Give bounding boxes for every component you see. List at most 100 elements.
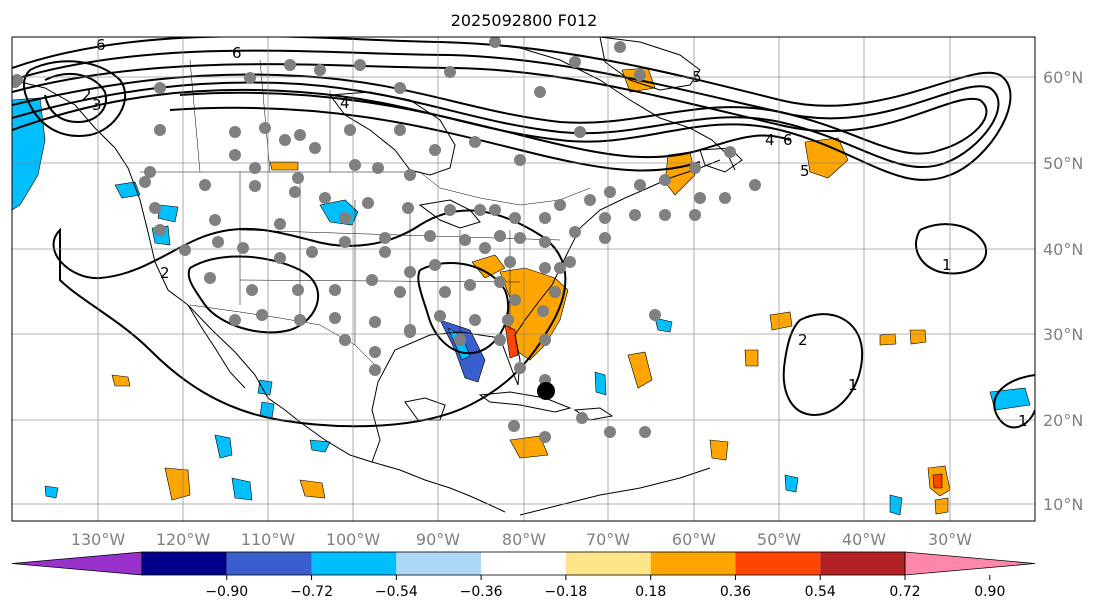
station-dot: [306, 246, 318, 258]
shade-orange-8: [769, 311, 793, 331]
station-dot: [724, 146, 736, 158]
station-dot: [689, 162, 701, 174]
station-dot: [249, 180, 261, 192]
shade-blue-16: [784, 474, 799, 493]
station-dot: [749, 179, 761, 191]
cuba: [478, 391, 572, 413]
shade-blue-18: [44, 485, 59, 499]
colorbar-tick-label: −0.54: [375, 584, 418, 600]
lat-label: 60°N: [1043, 68, 1083, 87]
lon-label: 90°W: [416, 530, 460, 549]
station-dot: [459, 234, 471, 246]
shade-orange-14: [164, 467, 191, 501]
station-dot: [366, 274, 378, 286]
west-low-1: [23, 60, 127, 137]
station-dot: [539, 262, 551, 274]
station-dot: [12, 74, 23, 86]
station-dot: [344, 124, 356, 136]
station-dot: [369, 346, 381, 358]
atlantic-loop-2: [915, 223, 988, 275]
station-dot: [404, 266, 416, 278]
station-dot: [584, 194, 596, 206]
contour-label: 1: [942, 256, 952, 274]
contour-label: 4: [765, 131, 775, 149]
station-dot: [212, 236, 224, 248]
colorbar-tick-label: −0.36: [460, 584, 503, 600]
map-frame: [11, 36, 1036, 522]
station-dot: [469, 136, 481, 148]
station-dot: [489, 37, 501, 48]
contour-label: 6: [96, 36, 106, 54]
station-dot: [229, 126, 241, 138]
longitude-labels: 130°W 120°W 110°W 100°W 90°W 80°W 70°W 6…: [71, 530, 972, 549]
lat-label: 30°N: [1043, 325, 1083, 344]
jet-contour-2: [12, 49, 1000, 169]
shade-red-2: [932, 473, 943, 489]
station-dot: [402, 202, 414, 214]
station-dot: [369, 316, 381, 328]
station-dot: [508, 420, 520, 432]
station-dot: [719, 192, 731, 204]
station-dot: [256, 309, 268, 321]
colorbar-tick-label: −0.72: [290, 584, 333, 600]
station-dot: [659, 209, 671, 221]
inner-contour: [187, 255, 319, 334]
station-dot: [604, 426, 616, 438]
shade-orange-6: [509, 435, 549, 459]
colorbar-segment: [650, 552, 736, 575]
colorbar-tick-label: 0.18: [635, 584, 666, 600]
station-dot: [539, 212, 551, 224]
station-dot: [489, 204, 501, 216]
station-dot: [554, 199, 566, 211]
shade-blue-17: [889, 494, 903, 516]
colorbar-tick-label: 0.72: [889, 584, 920, 600]
station-dot: [614, 41, 626, 53]
jet-contour-4: [179, 91, 791, 159]
station-dot: [237, 242, 249, 254]
station-dot: [319, 192, 331, 204]
storm-center-marker: [537, 382, 555, 400]
station-dot: [539, 334, 551, 346]
station-dot: [379, 232, 391, 244]
south-america: [519, 467, 711, 516]
station-dot: [599, 212, 611, 224]
station-dot: [289, 186, 301, 198]
station-dot: [509, 212, 521, 224]
station-dot: [339, 212, 351, 224]
us-canada-border: [140, 171, 591, 206]
colorbar-frame: [141, 551, 906, 576]
station-dot: [354, 59, 366, 71]
jet-contour-3: [12, 63, 988, 155]
colorbar-segment: [481, 552, 566, 575]
station-dot: [372, 162, 384, 174]
colorbar-segment: [142, 552, 227, 575]
colorbar-segment: [735, 552, 821, 575]
station-dot: [309, 142, 321, 154]
shaded-fields: [12, 67, 1031, 516]
shade-blue-6: [157, 204, 179, 223]
greenland: [599, 37, 701, 91]
station-dot: [394, 286, 406, 298]
lon-label: 130°W: [71, 530, 126, 549]
station-dot: [464, 279, 476, 291]
station-dot: [569, 226, 581, 238]
lat-label: 50°N: [1043, 154, 1083, 173]
station-dot: [534, 86, 546, 98]
station-dot: [514, 154, 526, 166]
station-dot: [144, 166, 156, 178]
station-dot: [574, 126, 586, 138]
station-dot: [279, 134, 291, 146]
station-dot: [209, 214, 221, 226]
colorbar-segment: [396, 552, 482, 575]
jet-contour-1: [12, 37, 1012, 181]
station-dot: [694, 192, 706, 204]
lon-label: 70°W: [586, 530, 630, 549]
lon-label: 60°W: [672, 530, 716, 549]
station-dot: [474, 204, 486, 216]
contour-label: 3: [92, 96, 102, 114]
station-dot: [469, 314, 481, 326]
station-dot: [502, 314, 514, 326]
colorbar-extend-high: [904, 551, 1036, 576]
station-dot: [274, 218, 286, 230]
contour-label: 1: [848, 376, 858, 394]
